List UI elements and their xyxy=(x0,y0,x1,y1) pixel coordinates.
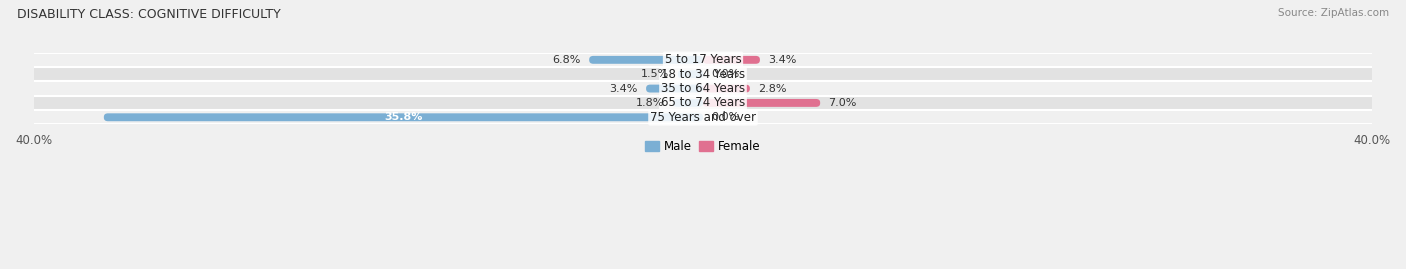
FancyBboxPatch shape xyxy=(647,85,703,93)
Text: Source: ZipAtlas.com: Source: ZipAtlas.com xyxy=(1278,8,1389,18)
FancyBboxPatch shape xyxy=(589,56,703,64)
Text: 0.0%: 0.0% xyxy=(711,69,740,79)
Text: 75 Years and over: 75 Years and over xyxy=(650,111,756,124)
Text: 18 to 34 Years: 18 to 34 Years xyxy=(661,68,745,81)
Text: 1.5%: 1.5% xyxy=(641,69,669,79)
FancyBboxPatch shape xyxy=(34,96,1372,110)
FancyBboxPatch shape xyxy=(703,56,759,64)
Text: 6.8%: 6.8% xyxy=(553,55,581,65)
FancyBboxPatch shape xyxy=(673,99,703,107)
Text: 0.0%: 0.0% xyxy=(711,112,740,122)
Text: 1.8%: 1.8% xyxy=(636,98,665,108)
FancyBboxPatch shape xyxy=(34,110,1372,125)
FancyBboxPatch shape xyxy=(703,99,820,107)
FancyBboxPatch shape xyxy=(34,53,1372,67)
Text: 5 to 17 Years: 5 to 17 Years xyxy=(665,53,741,66)
Text: 2.8%: 2.8% xyxy=(758,84,787,94)
Text: DISABILITY CLASS: COGNITIVE DIFFICULTY: DISABILITY CLASS: COGNITIVE DIFFICULTY xyxy=(17,8,281,21)
FancyBboxPatch shape xyxy=(104,113,703,121)
FancyBboxPatch shape xyxy=(678,70,703,78)
Text: 3.4%: 3.4% xyxy=(609,84,638,94)
Text: 65 to 74 Years: 65 to 74 Years xyxy=(661,96,745,109)
FancyBboxPatch shape xyxy=(34,82,1372,96)
Text: 35 to 64 Years: 35 to 64 Years xyxy=(661,82,745,95)
FancyBboxPatch shape xyxy=(703,85,749,93)
Legend: Male, Female: Male, Female xyxy=(641,136,765,158)
Text: 35.8%: 35.8% xyxy=(384,112,423,122)
FancyBboxPatch shape xyxy=(34,67,1372,82)
Text: 7.0%: 7.0% xyxy=(828,98,856,108)
Text: 3.4%: 3.4% xyxy=(768,55,797,65)
